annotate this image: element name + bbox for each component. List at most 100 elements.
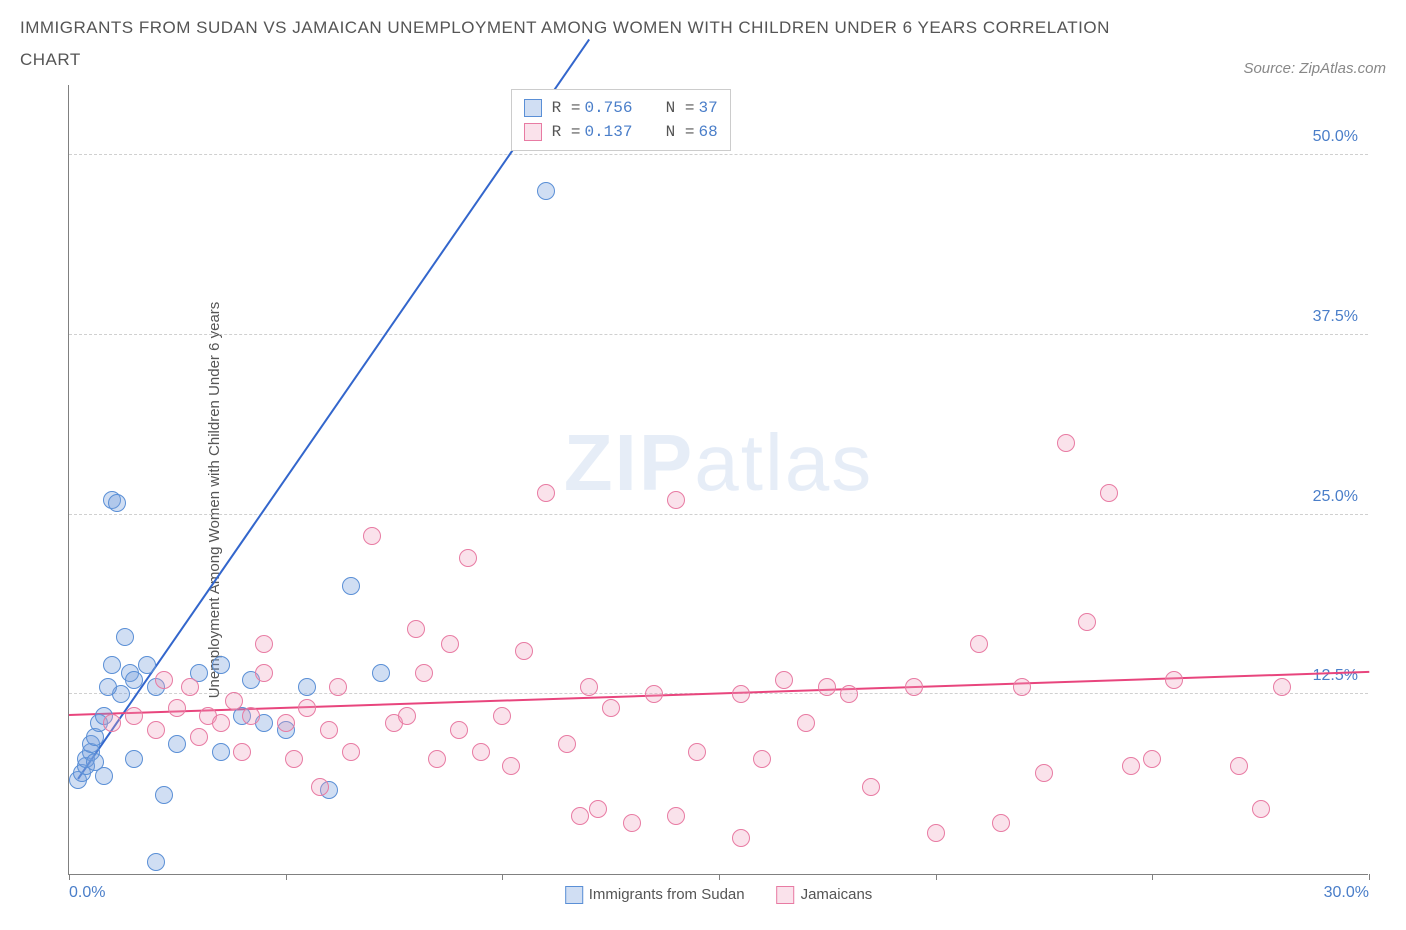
data-point — [225, 692, 243, 710]
data-point — [242, 707, 260, 725]
data-point — [428, 750, 446, 768]
data-point — [233, 743, 251, 761]
data-point — [537, 182, 555, 200]
x-tick — [69, 874, 70, 880]
stat-row: R = 0.756 N = 37 — [524, 96, 718, 120]
data-point — [1100, 484, 1118, 502]
data-point — [450, 721, 468, 739]
data-point — [125, 707, 143, 725]
data-point — [840, 685, 858, 703]
data-point — [493, 707, 511, 725]
data-point — [181, 678, 199, 696]
data-point — [472, 743, 490, 761]
data-point — [732, 829, 750, 847]
data-point — [147, 721, 165, 739]
data-point — [1230, 757, 1248, 775]
data-point — [311, 778, 329, 796]
data-point — [688, 743, 706, 761]
data-point — [168, 699, 186, 717]
data-point — [108, 494, 126, 512]
x-tick — [936, 874, 937, 880]
gridline-h — [69, 334, 1368, 335]
data-point — [125, 671, 143, 689]
data-point — [138, 656, 156, 674]
source-label: Source: ZipAtlas.com — [1243, 60, 1386, 77]
data-point — [155, 671, 173, 689]
data-point — [342, 743, 360, 761]
data-point — [285, 750, 303, 768]
data-point — [255, 664, 273, 682]
data-point — [342, 577, 360, 595]
data-point — [398, 707, 416, 725]
y-tick-label: 37.5% — [1313, 308, 1358, 326]
data-point — [558, 735, 576, 753]
plot-area: ZIPatlas 12.5%25.0%37.5%50.0%0.0%30.0%R … — [68, 85, 1368, 875]
x-tick-label: 30.0% — [1324, 884, 1369, 902]
x-tick — [1369, 874, 1370, 880]
data-point — [1035, 764, 1053, 782]
data-point — [103, 656, 121, 674]
data-point — [459, 549, 477, 567]
data-point — [320, 721, 338, 739]
data-point — [775, 671, 793, 689]
data-point — [1057, 434, 1075, 452]
data-point — [623, 814, 641, 832]
x-tick — [502, 874, 503, 880]
data-point — [155, 786, 173, 804]
x-tick — [719, 874, 720, 880]
gridline-h — [69, 154, 1368, 155]
legend-swatch — [777, 886, 795, 904]
data-point — [298, 699, 316, 717]
data-point — [277, 714, 295, 732]
data-point — [905, 678, 923, 696]
data-point — [537, 484, 555, 502]
data-point — [1078, 613, 1096, 631]
data-point — [645, 685, 663, 703]
data-point — [818, 678, 836, 696]
data-point — [125, 750, 143, 768]
data-point — [1252, 800, 1270, 818]
y-tick-label: 25.0% — [1313, 488, 1358, 506]
correlation-stats-box: R = 0.756 N = 37R = 0.137 N = 68 — [511, 89, 731, 151]
data-point — [502, 757, 520, 775]
x-tick-label: 0.0% — [69, 884, 105, 902]
data-point — [571, 807, 589, 825]
chart-container: Unemployment Among Women with Children U… — [20, 85, 1386, 915]
data-point — [797, 714, 815, 732]
legend-item: Jamaicans — [777, 886, 873, 904]
data-point — [147, 853, 165, 871]
y-tick-label: 12.5% — [1313, 667, 1358, 685]
data-point — [298, 678, 316, 696]
y-tick-label: 50.0% — [1313, 128, 1358, 146]
data-point — [732, 685, 750, 703]
data-point — [1273, 678, 1291, 696]
data-point — [363, 527, 381, 545]
data-point — [1013, 678, 1031, 696]
data-point — [99, 678, 117, 696]
data-point — [1165, 671, 1183, 689]
data-point — [753, 750, 771, 768]
data-point — [602, 699, 620, 717]
data-point — [212, 656, 230, 674]
data-point — [329, 678, 347, 696]
legend-swatch — [565, 886, 583, 904]
data-point — [415, 664, 433, 682]
data-point — [515, 642, 533, 660]
data-point — [372, 664, 390, 682]
data-point — [407, 620, 425, 638]
data-point — [95, 767, 113, 785]
data-point — [589, 800, 607, 818]
data-point — [927, 824, 945, 842]
legend-swatch — [524, 99, 542, 117]
data-point — [1122, 757, 1140, 775]
data-point — [992, 814, 1010, 832]
data-point — [862, 778, 880, 796]
legend-swatch — [524, 123, 542, 141]
data-point — [212, 714, 230, 732]
legend-item: Immigrants from Sudan — [565, 886, 745, 904]
data-point — [580, 678, 598, 696]
data-point — [190, 728, 208, 746]
data-point — [667, 807, 685, 825]
data-point — [1143, 750, 1161, 768]
stat-row: R = 0.137 N = 68 — [524, 120, 718, 144]
